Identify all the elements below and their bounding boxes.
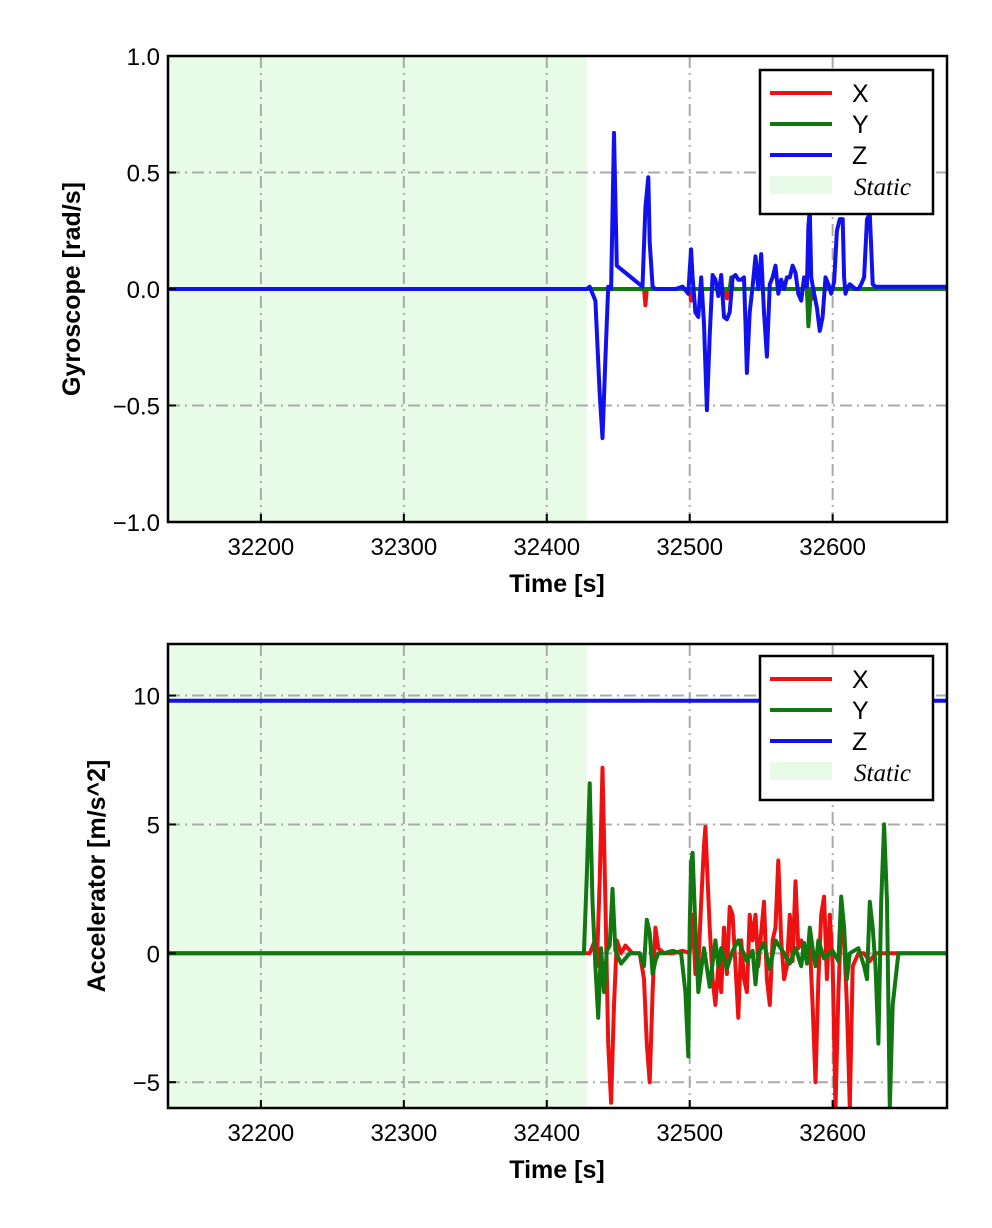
accelerator-panel: 32200 32300 32400 32500 32600 −5 0 5 10 Time [s]… xyxy=(83,642,949,1184)
accelerator-legend: X Y Z Static xyxy=(758,654,935,802)
gyroscope-legend-label-y: Y xyxy=(852,111,869,139)
accelerator-y-tick-label: −5 xyxy=(133,1070,160,1097)
gyroscope-x-axis-label: Time [s] xyxy=(509,570,604,598)
gyroscope-x-tick-label: 32500 xyxy=(656,534,723,561)
accelerator-plot-frame xyxy=(166,642,949,1110)
gyroscope-y-tick-label: −0.5 xyxy=(113,394,160,421)
gyroscope-y-axis-label: Gyroscope [rad/s] xyxy=(58,182,86,396)
gyroscope-ticks: 32200 32300 32400 32500 32600 −1.0 −0.5 0.0 0.5 1… xyxy=(113,44,866,561)
accelerator-series-x-line xyxy=(168,765,947,1108)
gyroscope-series-z-line xyxy=(168,130,947,441)
accelerator-x-tick-label: 32400 xyxy=(513,1120,580,1147)
accelerator-x-tick-label: 32600 xyxy=(799,1120,866,1147)
accelerator-y-axis-label: Accelerator [m/s^2] xyxy=(83,760,111,993)
gyroscope-y-tick-label: 0.0 xyxy=(127,277,160,304)
accelerator-legend-swatch-static xyxy=(770,762,832,780)
gyroscope-x-tick-label: 32400 xyxy=(513,534,580,561)
accelerator-y-tick-label: 5 xyxy=(147,812,160,839)
gyroscope-x-tick-label: 32300 xyxy=(370,534,437,561)
gyroscope-plot-lines xyxy=(168,130,947,441)
accelerator-ticks: 32200 32300 32400 32500 32600 −5 0 5 10 xyxy=(133,684,866,1147)
accelerator-x-tick-label: 32500 xyxy=(656,1120,723,1147)
accelerator-legend-label-static: Static xyxy=(854,760,911,787)
accelerator-y-tick-label: 0 xyxy=(147,941,160,968)
accelerator-legend-label-z: Z xyxy=(852,728,867,756)
accelerator-x-axis-label: Time [s] xyxy=(509,1156,604,1184)
accelerator-series-y-line xyxy=(168,781,947,1108)
gyroscope-legend-label-x: X xyxy=(852,80,869,108)
gyroscope-legend-swatch-static xyxy=(770,176,832,194)
gyroscope-legend-label-z: Z xyxy=(852,142,867,170)
gyroscope-y-tick-label: 0.5 xyxy=(127,161,160,188)
accelerator-legend-label-x: X xyxy=(852,666,869,694)
accelerator-x-tick-label: 32300 xyxy=(370,1120,437,1147)
gyroscope-y-tick-label: 1.0 xyxy=(127,44,160,71)
accelerator-y-tick-label: 10 xyxy=(133,684,160,711)
gyroscope-panel: 32200 32300 32400 32500 32600 −1.0 −0.5 0.0 0.5 1… xyxy=(58,44,949,598)
gyroscope-x-tick-label: 32200 xyxy=(228,534,295,561)
gyroscope-legend-label-static: Static xyxy=(854,174,911,201)
gyroscope-x-tick-label: 32600 xyxy=(799,534,866,561)
accelerator-x-tick-label: 32200 xyxy=(228,1120,295,1147)
accelerator-legend-label-y: Y xyxy=(852,697,869,725)
accelerator-static-region xyxy=(168,644,587,1108)
gyroscope-legend: X Y Z Static xyxy=(758,68,935,216)
gyroscope-y-tick-label: −1.0 xyxy=(113,510,160,537)
